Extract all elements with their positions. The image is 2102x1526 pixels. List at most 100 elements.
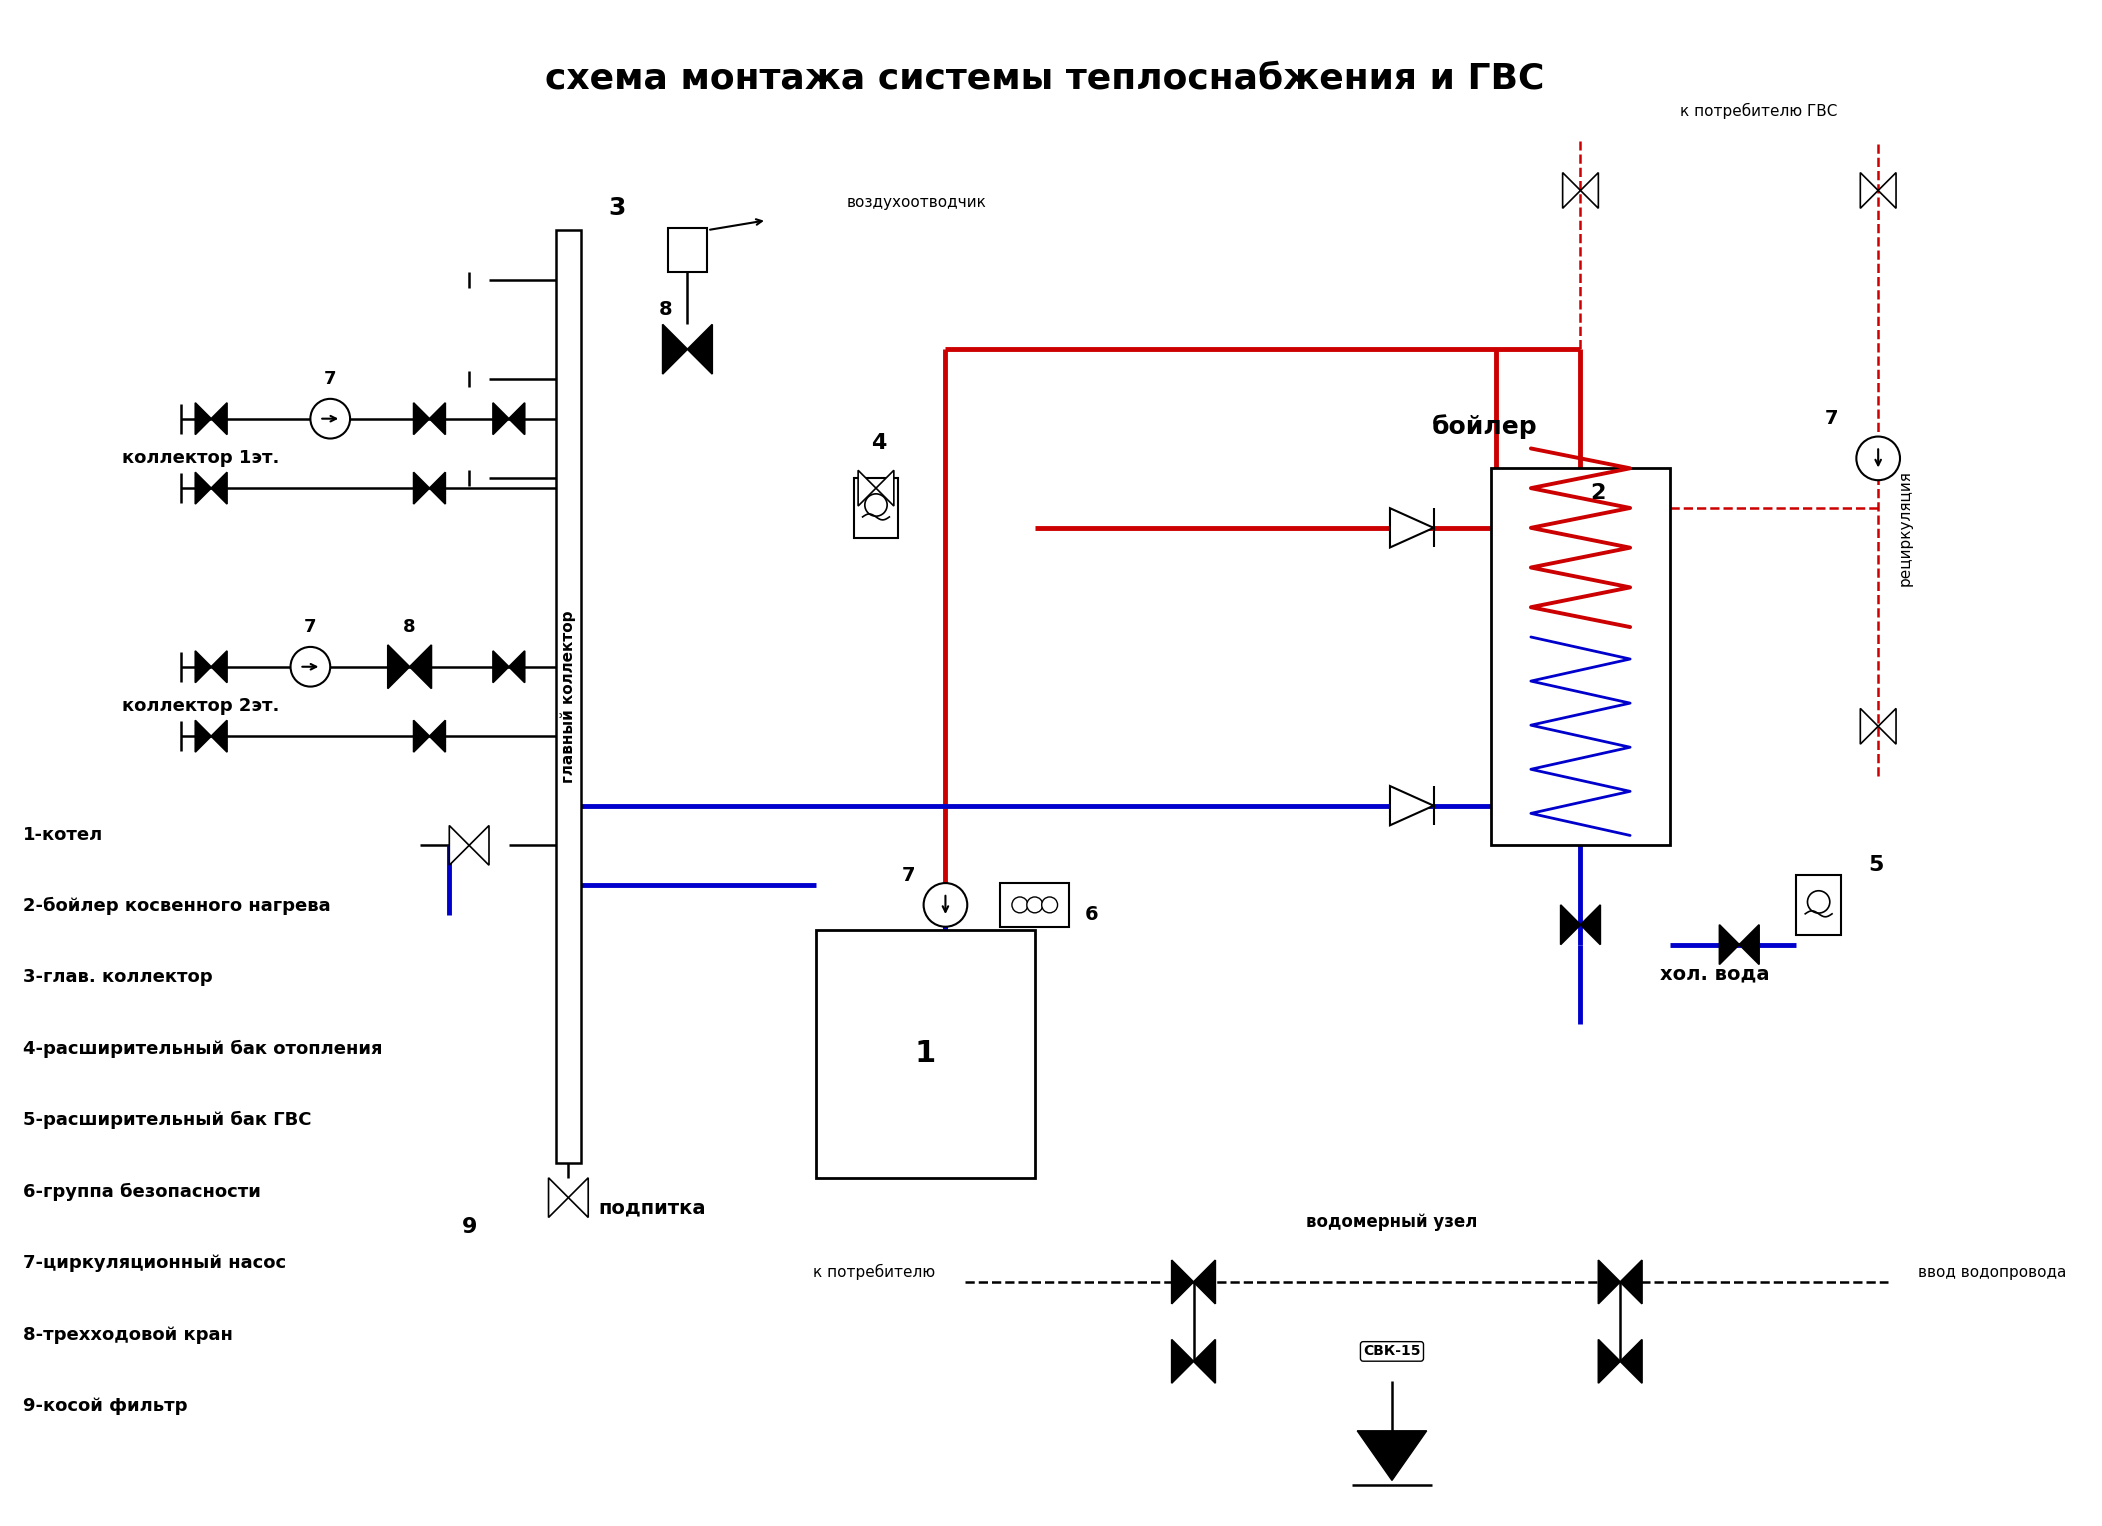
- Polygon shape: [1860, 708, 1879, 745]
- Polygon shape: [1581, 905, 1600, 945]
- Text: 5-расширительный бак ГВС: 5-расширительный бак ГВС: [23, 1111, 311, 1129]
- Polygon shape: [509, 403, 526, 435]
- Circle shape: [311, 398, 351, 438]
- Text: 5: 5: [1869, 855, 1883, 876]
- Text: 8: 8: [404, 618, 416, 636]
- Text: 9-косой фильтр: 9-косой фильтр: [23, 1398, 187, 1415]
- Polygon shape: [210, 472, 227, 504]
- Polygon shape: [858, 470, 877, 507]
- Text: коллектор 2эт.: коллектор 2эт.: [122, 697, 280, 716]
- Polygon shape: [1194, 1260, 1215, 1303]
- Text: СВК-15: СВК-15: [1364, 1344, 1421, 1358]
- Text: бойлер: бойлер: [1431, 414, 1537, 438]
- Polygon shape: [1621, 1340, 1642, 1383]
- Polygon shape: [210, 652, 227, 682]
- Text: 3: 3: [607, 197, 626, 220]
- Polygon shape: [509, 652, 526, 682]
- Polygon shape: [1171, 1260, 1194, 1303]
- Polygon shape: [410, 645, 431, 688]
- Polygon shape: [195, 720, 210, 752]
- Text: коллектор 1эт.: коллектор 1эт.: [122, 449, 280, 467]
- Polygon shape: [210, 403, 227, 435]
- Bar: [555, 230, 580, 1163]
- Polygon shape: [1879, 708, 1896, 745]
- Polygon shape: [429, 720, 446, 752]
- Text: хол. вода: хол. вода: [1661, 964, 1770, 984]
- Polygon shape: [414, 403, 429, 435]
- Circle shape: [1043, 897, 1057, 913]
- Text: ввод водопровода: ввод водопровода: [1917, 1265, 2066, 1279]
- Polygon shape: [1598, 1260, 1621, 1303]
- Text: 2-бойлер косвенного нагрева: 2-бойлер косвенного нагрева: [23, 897, 330, 916]
- Polygon shape: [1171, 1340, 1194, 1383]
- Text: 1: 1: [914, 1039, 935, 1068]
- Text: 1-котел: 1-котел: [23, 826, 103, 844]
- Polygon shape: [1621, 1260, 1642, 1303]
- Text: 7: 7: [305, 618, 317, 636]
- Bar: [1490, 468, 1669, 845]
- Polygon shape: [429, 403, 446, 435]
- Polygon shape: [387, 645, 410, 688]
- Polygon shape: [687, 325, 713, 374]
- Text: схема монтажа системы теплоснабжения и ГВС: схема монтажа системы теплоснабжения и Г…: [544, 61, 1545, 96]
- Polygon shape: [1389, 508, 1434, 548]
- Text: к потребителю ГВС: к потребителю ГВС: [1679, 102, 1837, 119]
- Text: 7: 7: [1825, 409, 1839, 429]
- Bar: [816, 929, 1034, 1178]
- Text: воздухоотводчик: воздухоотводчик: [847, 195, 986, 211]
- Circle shape: [1011, 897, 1028, 913]
- Text: 9: 9: [462, 1218, 477, 1238]
- Text: подпитка: подпитка: [599, 1198, 706, 1218]
- Bar: [1001, 882, 1070, 928]
- Text: 4: 4: [870, 433, 887, 453]
- Polygon shape: [429, 472, 446, 504]
- Text: 3-глав. коллектор: 3-глав. коллектор: [23, 969, 212, 986]
- Polygon shape: [1860, 172, 1879, 209]
- Bar: [668, 227, 706, 272]
- Polygon shape: [1719, 925, 1738, 964]
- Text: 2: 2: [1591, 484, 1606, 504]
- Polygon shape: [1389, 786, 1434, 826]
- Circle shape: [1808, 891, 1831, 913]
- Text: 4-расширительный бак отопления: 4-расширительный бак отопления: [23, 1039, 383, 1058]
- Circle shape: [923, 884, 967, 926]
- Polygon shape: [568, 1178, 589, 1218]
- Polygon shape: [1560, 905, 1581, 945]
- Bar: [853, 478, 898, 537]
- Polygon shape: [494, 652, 509, 682]
- Text: 8: 8: [658, 301, 673, 319]
- Text: 6: 6: [1085, 905, 1097, 925]
- Polygon shape: [414, 472, 429, 504]
- Text: главный коллектор: главный коллектор: [561, 610, 576, 783]
- Circle shape: [290, 647, 330, 687]
- Polygon shape: [1581, 172, 1598, 209]
- Text: водомерный узел: водомерный узел: [1305, 1213, 1478, 1231]
- Text: 8-трехходовой кран: 8-трехходовой кран: [23, 1326, 233, 1343]
- Polygon shape: [195, 403, 210, 435]
- Polygon shape: [210, 720, 227, 752]
- Polygon shape: [469, 826, 490, 865]
- Polygon shape: [877, 470, 893, 507]
- Polygon shape: [1879, 172, 1896, 209]
- Polygon shape: [662, 325, 687, 374]
- Polygon shape: [494, 403, 509, 435]
- Polygon shape: [414, 720, 429, 752]
- Polygon shape: [1738, 925, 1759, 964]
- Text: рециркуляция: рециркуляция: [1898, 470, 1913, 586]
- Text: 6-группа безопасности: 6-группа безопасности: [23, 1183, 261, 1201]
- Polygon shape: [1562, 172, 1581, 209]
- Text: 7: 7: [324, 369, 336, 388]
- Text: к потребителю: к потребителю: [813, 1264, 935, 1280]
- Circle shape: [1026, 897, 1043, 913]
- Polygon shape: [1598, 1340, 1621, 1383]
- Polygon shape: [450, 826, 469, 865]
- Polygon shape: [1194, 1340, 1215, 1383]
- Text: 7-циркуляционный насос: 7-циркуляционный насос: [23, 1254, 286, 1273]
- Polygon shape: [195, 472, 210, 504]
- Circle shape: [1856, 436, 1900, 481]
- Polygon shape: [1358, 1431, 1427, 1480]
- Bar: [1797, 874, 1841, 934]
- Text: 7: 7: [902, 865, 916, 885]
- Circle shape: [864, 494, 887, 516]
- Polygon shape: [195, 652, 210, 682]
